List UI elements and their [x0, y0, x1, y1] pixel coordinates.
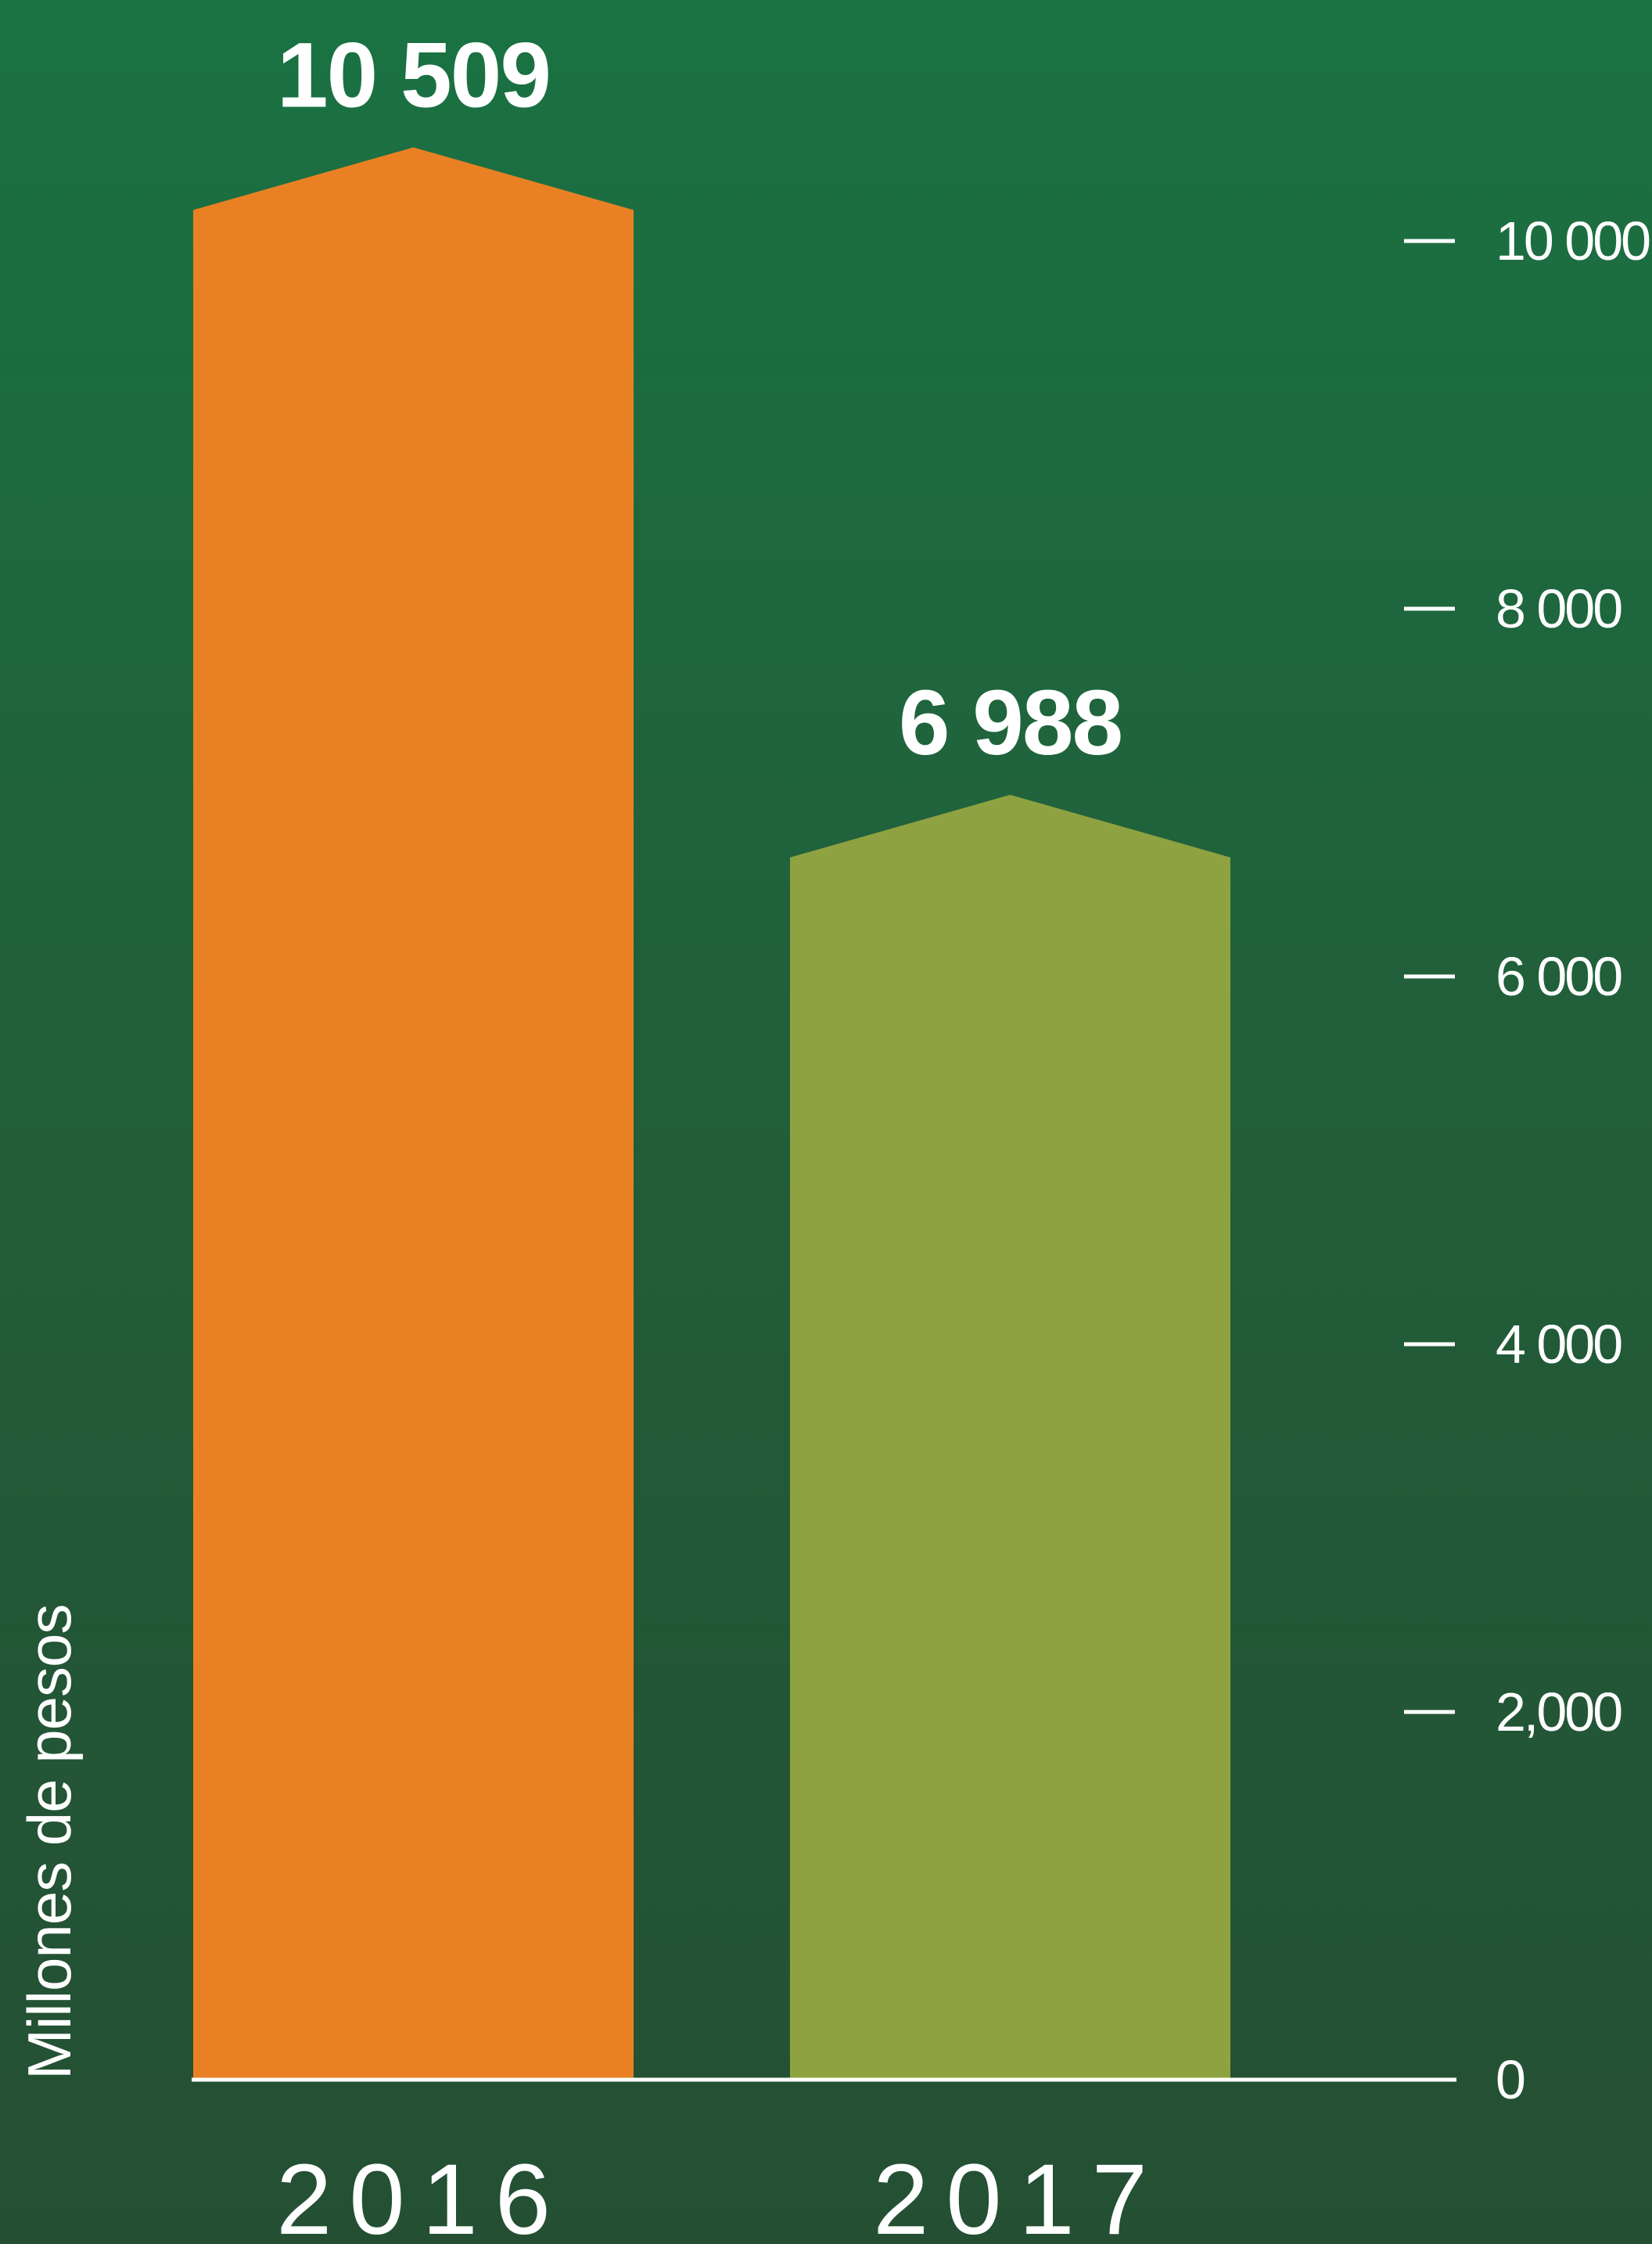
- labels-layer: 10 509 2016 6 988 2017: [276, 23, 1165, 2244]
- y-axis-title: Millones de pesos: [15, 1605, 84, 2080]
- bar-2017: [790, 794, 1230, 2080]
- bars-layer: [193, 147, 1230, 2080]
- y-tick-label-10000: 10 000: [1496, 210, 1650, 272]
- y-tick-label-0: 0: [1496, 2049, 1525, 2110]
- y-tick-label-4000: 4 000: [1496, 1314, 1621, 1375]
- y-tick-label-2000: 2,000: [1496, 1681, 1621, 1742]
- y-tick-label-8000: 8 000: [1496, 578, 1621, 639]
- y-tick-label-6000: 6 000: [1496, 946, 1621, 1007]
- y-axis-ticks: 0 2,000 4 000 6 000 8 000 10 000: [1404, 210, 1652, 2110]
- category-label-2017: 2017: [873, 2144, 1165, 2244]
- category-label-2016: 2016: [276, 2144, 568, 2244]
- bar-2016: [193, 147, 634, 2080]
- value-label-2017: 6 988: [899, 671, 1122, 775]
- value-label-2016: 10 509: [277, 23, 550, 127]
